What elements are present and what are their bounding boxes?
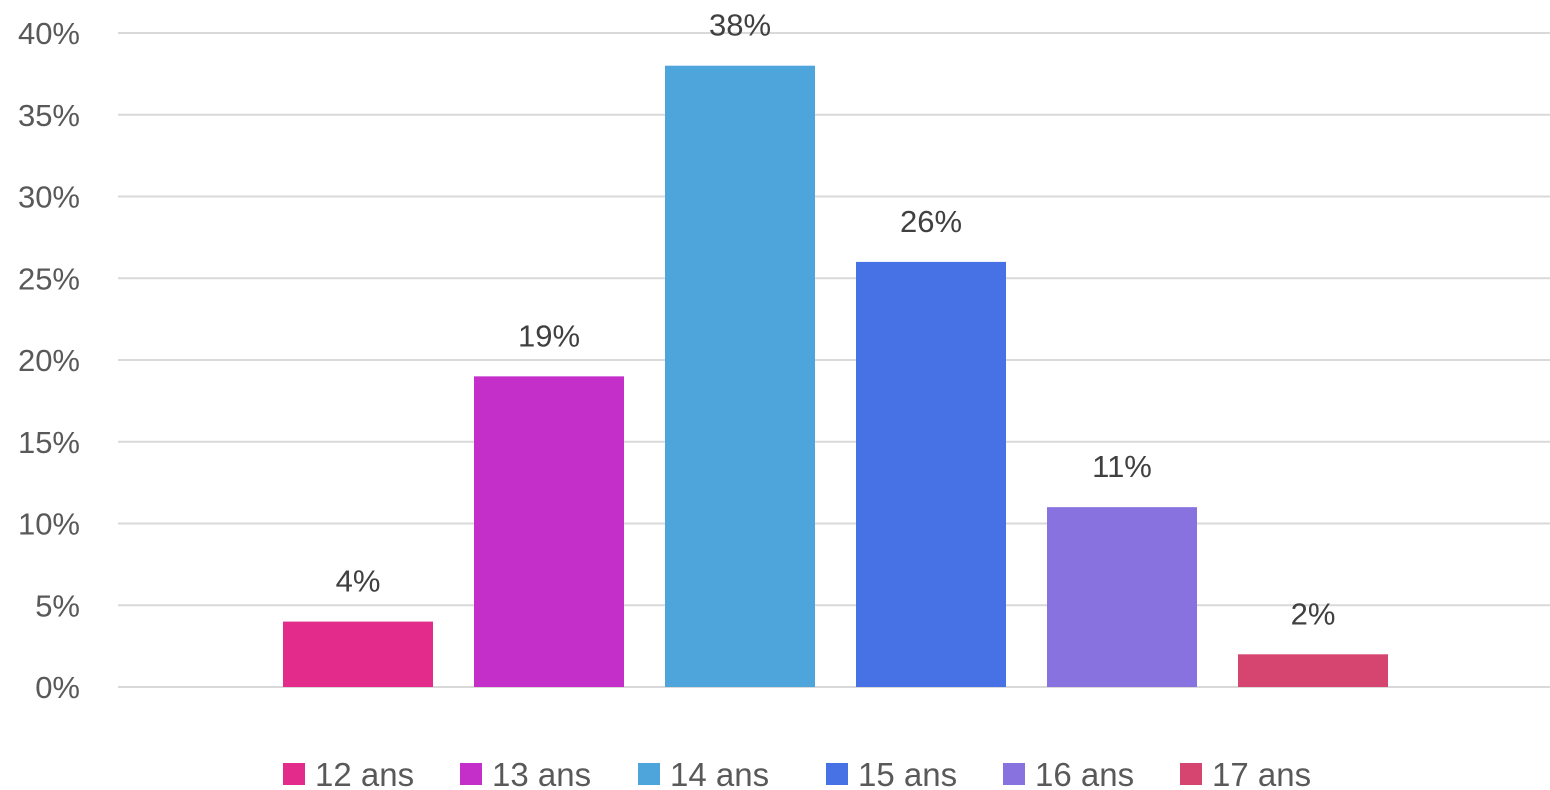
legend-swatch: [1003, 763, 1025, 785]
data-labels: 4% 19% 38% 26% 11% 2%: [336, 8, 1336, 632]
legend-swatch: [826, 763, 848, 785]
y-tick-label: 0%: [35, 670, 80, 705]
legend-swatch: [283, 763, 305, 785]
y-tick-label: 40%: [18, 16, 80, 51]
gridlines: [118, 32, 1550, 688]
data-label: 38%: [709, 8, 771, 43]
bar: [1238, 654, 1388, 687]
legend: 12 ans 13 ans 14 ans 15 ans 16 ans 17 ans: [283, 756, 1311, 790]
bar: [665, 65, 815, 687]
bar: [856, 261, 1006, 687]
legend-swatch: [1180, 763, 1202, 785]
y-tick-label: 35%: [18, 98, 80, 133]
bar: [283, 621, 433, 687]
legend-swatch: [460, 763, 482, 785]
bar: [1047, 507, 1197, 687]
y-tick-label: 30%: [18, 180, 80, 215]
y-axis-tick-labels: 0% 5% 10% 15% 20% 25% 30% 35% 40%: [18, 16, 80, 705]
y-tick-label: 10%: [18, 507, 80, 542]
legend-label: 14 ans: [670, 756, 769, 790]
y-tick-label: 15%: [18, 425, 80, 460]
data-label: 19%: [518, 318, 580, 353]
data-label: 4%: [336, 564, 381, 599]
legend-label: 16 ans: [1035, 756, 1134, 790]
legend-label: 12 ans: [315, 756, 414, 790]
bar: [474, 376, 624, 687]
legend-swatch: [638, 763, 660, 785]
data-label: 2%: [1291, 596, 1336, 631]
y-tick-label: 20%: [18, 343, 80, 378]
legend-label: 15 ans: [858, 756, 957, 790]
data-label: 26%: [900, 204, 962, 239]
data-label: 11%: [1092, 449, 1152, 484]
legend-label: 13 ans: [492, 756, 591, 790]
y-tick-label: 25%: [18, 261, 80, 296]
legend-label: 17 ans: [1212, 756, 1311, 790]
bars: [283, 65, 1388, 687]
y-tick-label: 5%: [35, 588, 80, 623]
